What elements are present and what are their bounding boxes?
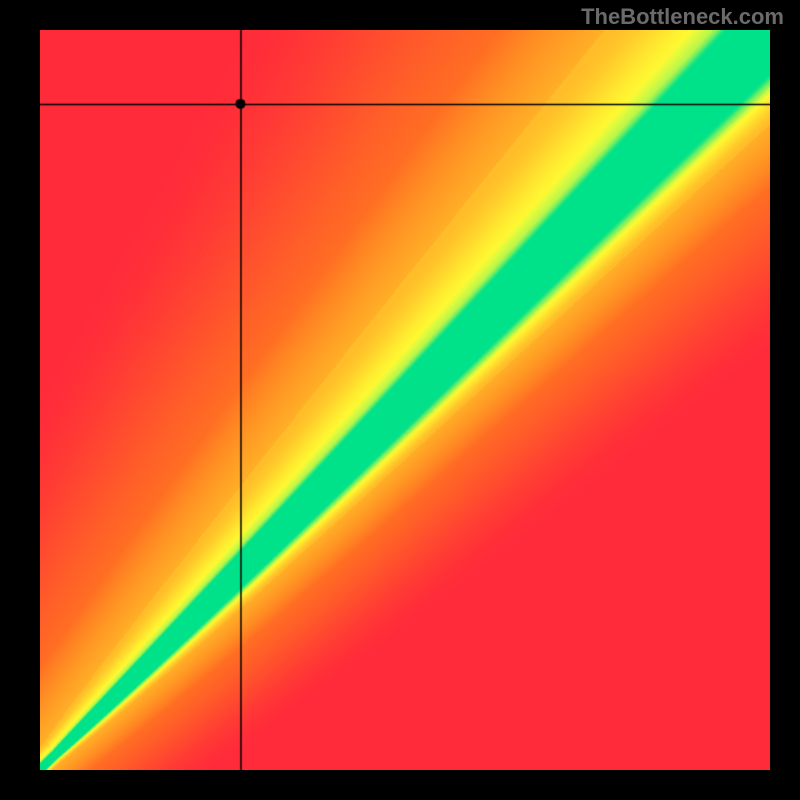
watermark-text: TheBottleneck.com	[581, 4, 784, 30]
bottleneck-heatmap	[40, 30, 770, 770]
chart-container: TheBottleneck.com	[0, 0, 800, 800]
plot-area	[40, 30, 770, 770]
